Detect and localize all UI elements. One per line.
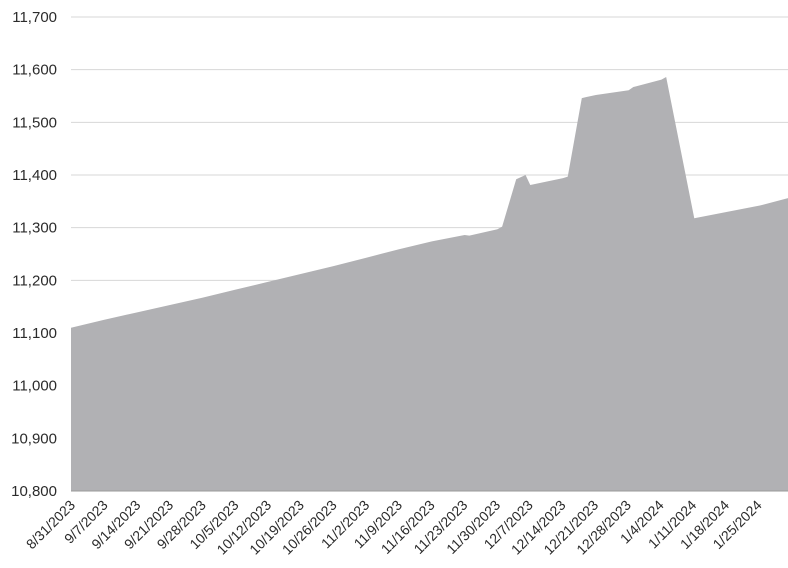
y-tick-label: 11,700 [12,9,57,26]
y-tick-label: 11,200 [12,272,57,289]
y-tick-label: 11,000 [12,378,57,395]
y-tick-label: 11,400 [12,167,57,184]
y-tick-label: 11,600 [12,62,57,79]
y-tick-label: 10,900 [11,430,57,447]
y-tick-label: 11,500 [12,114,57,131]
y-tick-label: 11,100 [12,325,57,342]
y-tick-label: 10,800 [11,483,57,500]
area-series [71,77,788,491]
y-tick-label: 11,300 [12,220,57,237]
